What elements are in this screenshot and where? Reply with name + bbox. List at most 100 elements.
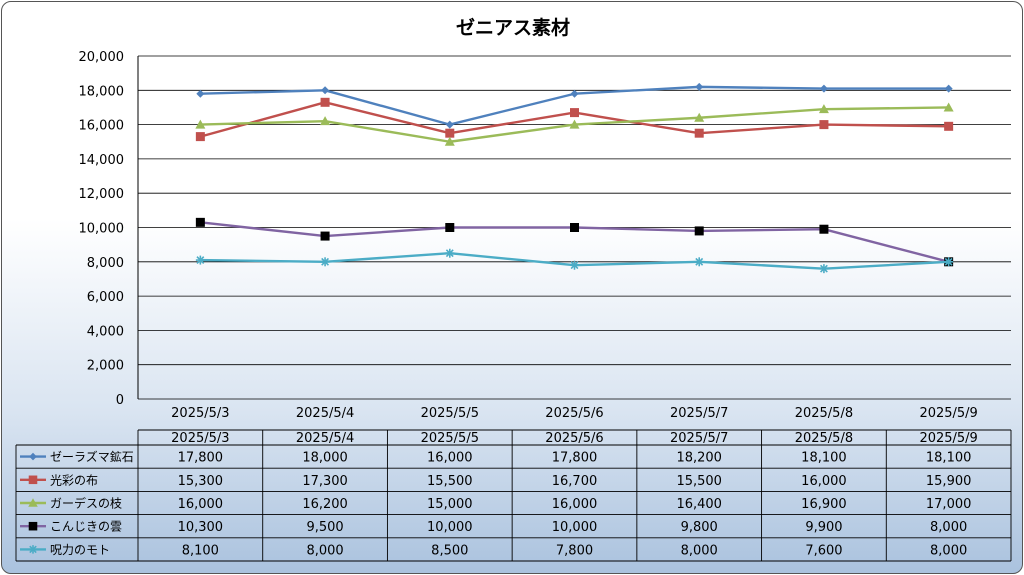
series-3 — [195, 102, 954, 146]
data-point — [320, 231, 330, 241]
table-cell: 8,100 — [182, 543, 219, 558]
legend-key-marker — [28, 475, 38, 485]
series-1 — [196, 82, 953, 129]
y-tick-label: 16,000 — [79, 119, 125, 134]
table-cell: 7,600 — [805, 543, 842, 558]
x-tick-label: 2025/5/4 — [296, 406, 354, 421]
y-tick-label: 18,000 — [79, 84, 125, 99]
table-header-cell: 2025/5/7 — [670, 431, 728, 446]
table-cell: 17,000 — [926, 497, 972, 512]
data-point — [694, 128, 704, 138]
data-point — [196, 89, 205, 98]
table-row-label: 光彩の布 — [50, 473, 98, 487]
data-point — [819, 120, 829, 130]
chart-title: ゼニアス素材 — [456, 16, 570, 39]
data-point — [320, 257, 330, 267]
legend-key-marker — [29, 452, 37, 461]
table-cell: 8,000 — [681, 543, 718, 558]
data-point — [570, 260, 579, 270]
data-point — [819, 264, 829, 274]
table-header-cell: 2025/5/5 — [421, 431, 479, 446]
y-tick-label: 14,000 — [79, 153, 125, 168]
table-cell: 16,400 — [676, 497, 722, 512]
table-cell: 15,500 — [427, 474, 473, 489]
table-cell: 17,800 — [552, 451, 598, 466]
table-row-label: ゼーラズマ鉱石 — [50, 449, 134, 464]
table-cell: 15,000 — [427, 497, 473, 512]
y-tick-label: 4,000 — [87, 324, 124, 339]
table-cell: 9,900 — [805, 520, 842, 535]
table-header-cell: 2025/5/9 — [919, 431, 977, 446]
legend-key-marker — [28, 521, 38, 531]
data-point — [570, 89, 579, 98]
data-point — [944, 121, 954, 131]
data-point — [694, 112, 705, 122]
x-axis-ticks: 2025/5/3 2025/5/4 2025/5/5 2025/5/6 2025/5/7… — [171, 406, 978, 421]
y-tick-label: 2,000 — [87, 359, 124, 374]
y-tick-label: 8,000 — [87, 256, 124, 271]
table-row-label: ガーデスの枝 — [50, 496, 122, 511]
x-tick-label: 2025/5/8 — [795, 406, 853, 421]
table-cell: 17,800 — [178, 451, 224, 466]
data-point — [944, 257, 954, 267]
table-cell: 16,700 — [552, 474, 598, 489]
series-2 — [195, 97, 954, 142]
series-lines — [195, 82, 954, 274]
table-header-cell: 2025/5/4 — [296, 431, 354, 446]
data-point — [819, 84, 828, 93]
table-cell: 8,500 — [431, 543, 468, 558]
table-cell: 16,200 — [302, 497, 348, 512]
data-point — [569, 119, 580, 129]
data-point — [695, 82, 704, 91]
x-tick-label: 2025/5/6 — [545, 406, 603, 421]
table-header-cell: 2025/5/8 — [795, 431, 853, 446]
table-cell: 10,000 — [427, 520, 473, 535]
table-cell: 16,000 — [801, 474, 847, 489]
data-table: 2025/5/3 2025/5/4 2025/5/5 2025/5/6 2025/5/7… — [15, 429, 1012, 562]
series-5 — [195, 248, 954, 274]
data-point — [445, 128, 455, 138]
y-tick-label: 10,000 — [79, 222, 125, 237]
table-cell: 18,000 — [302, 451, 348, 466]
series-4 — [195, 217, 954, 267]
data-point — [694, 257, 704, 267]
table-cell: 18,100 — [801, 451, 847, 466]
x-tick-label: 2025/5/3 — [171, 406, 229, 421]
table-cell: 10,000 — [552, 520, 598, 535]
data-point — [444, 136, 455, 146]
table-cell: 18,100 — [926, 451, 972, 466]
y-tick-label: 20,000 — [79, 50, 125, 65]
table-header-cell: 2025/5/6 — [545, 431, 603, 446]
table-cell: 7,800 — [556, 543, 593, 558]
data-point — [570, 108, 579, 118]
data-point — [195, 217, 205, 227]
data-point — [445, 248, 455, 258]
table-cell: 16,900 — [801, 497, 847, 512]
table-row-label: 呪力のモト — [50, 543, 110, 557]
y-tick-label: 12,000 — [79, 187, 125, 202]
data-point — [320, 116, 331, 126]
x-tick-label: 2025/5/5 — [421, 406, 479, 421]
data-point — [321, 86, 330, 95]
table-cell: 8,000 — [930, 543, 967, 558]
legend-key-marker — [28, 498, 38, 507]
table-cell: 15,900 — [926, 474, 972, 489]
data-point — [819, 224, 829, 234]
data-point — [944, 84, 953, 93]
data-point — [445, 223, 455, 232]
y-tick-label: 6,000 — [87, 290, 124, 305]
table-row-label: こんじきの雲 — [50, 520, 122, 534]
table-cell: 16,000 — [552, 497, 598, 512]
data-point — [195, 132, 205, 142]
table-cell: 15,500 — [676, 474, 722, 489]
table-header-cell: 2025/5/3 — [171, 431, 229, 446]
table-cell: 8,000 — [306, 543, 343, 558]
data-point — [445, 120, 454, 129]
y-tick-label: 0 — [116, 393, 124, 408]
table-cell: 15,300 — [178, 474, 224, 489]
data-point — [320, 97, 330, 107]
x-tick-label: 2025/5/9 — [919, 406, 977, 421]
table-cell: 10,300 — [178, 520, 224, 535]
